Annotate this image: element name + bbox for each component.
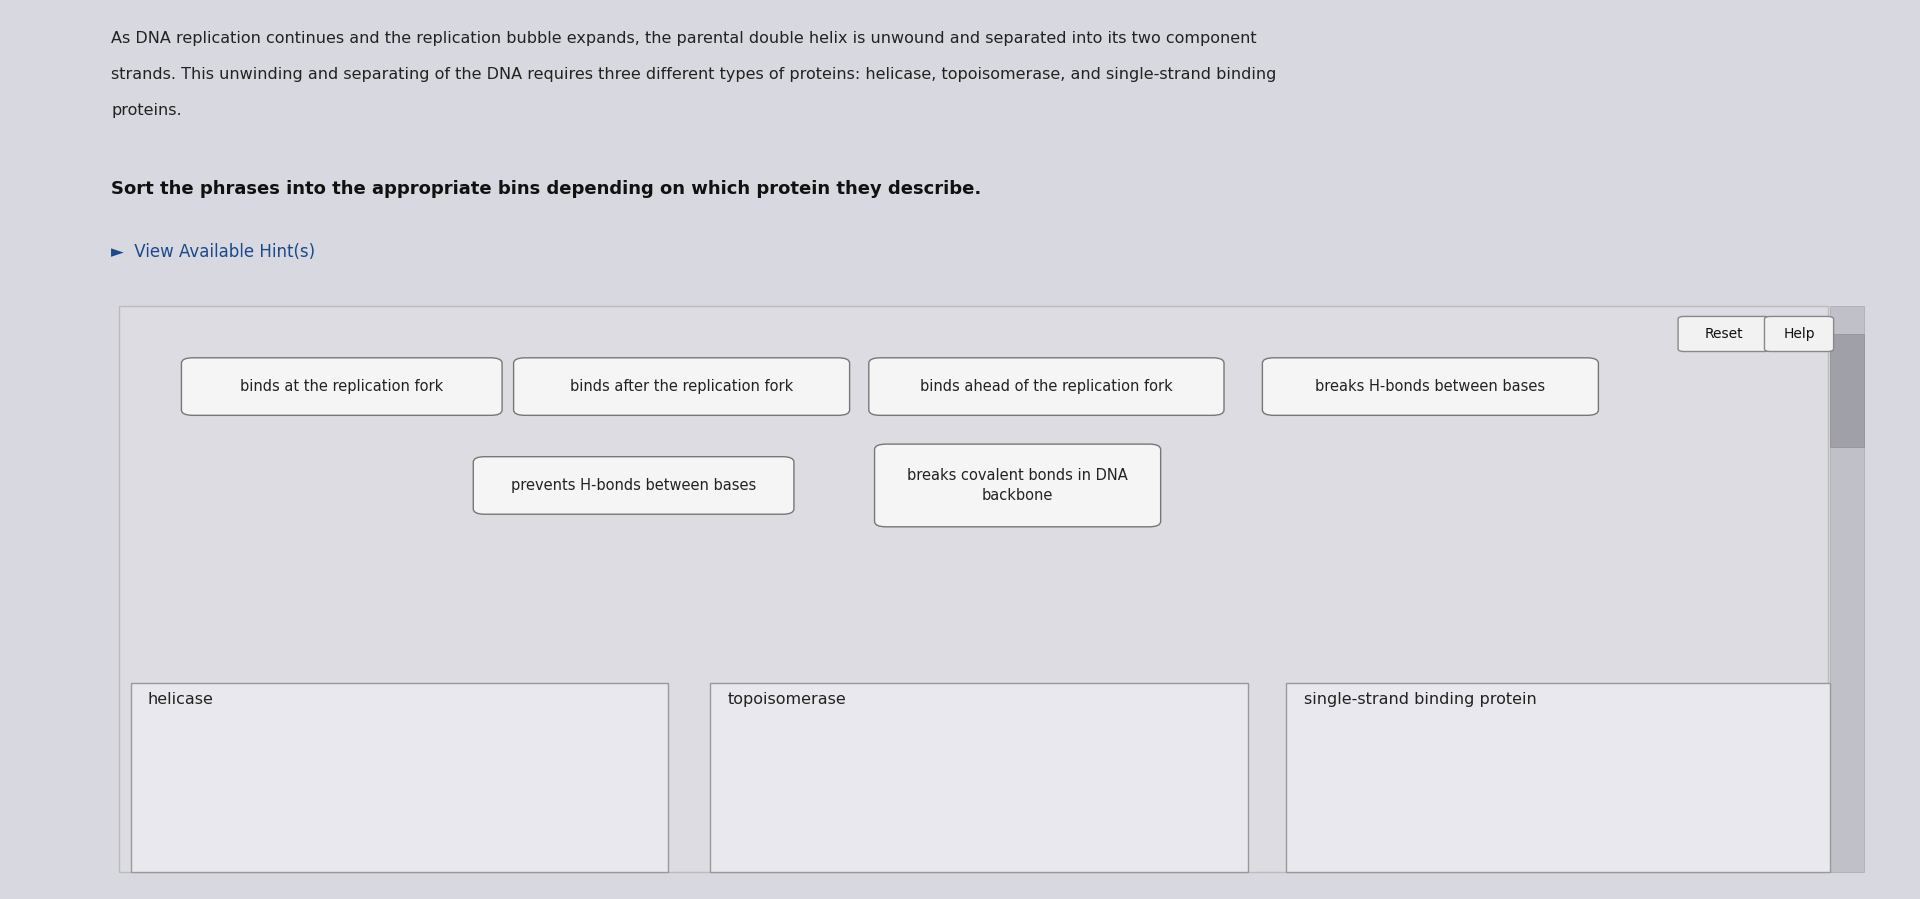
Text: proteins.: proteins.	[111, 103, 182, 119]
Text: ►  View Available Hint(s): ► View Available Hint(s)	[111, 243, 315, 261]
FancyBboxPatch shape	[1286, 683, 1830, 872]
Text: helicase: helicase	[148, 692, 213, 708]
FancyBboxPatch shape	[472, 457, 795, 514]
Text: breaks H-bonds between bases: breaks H-bonds between bases	[1315, 379, 1546, 394]
Text: binds after the replication fork: binds after the replication fork	[570, 379, 793, 394]
FancyBboxPatch shape	[1830, 306, 1864, 872]
Text: strands. This unwinding and separating of the DNA requires three different types: strands. This unwinding and separating o…	[111, 67, 1277, 83]
Text: prevents H-bonds between bases: prevents H-bonds between bases	[511, 478, 756, 493]
Text: Reset: Reset	[1705, 327, 1743, 341]
Text: As DNA replication continues and the replication bubble expands, the parental do: As DNA replication continues and the rep…	[111, 31, 1258, 47]
Text: Sort the phrases into the appropriate bins depending on which protein they descr: Sort the phrases into the appropriate bi…	[111, 180, 981, 198]
FancyBboxPatch shape	[513, 358, 849, 415]
FancyBboxPatch shape	[180, 358, 503, 415]
Text: Help: Help	[1784, 327, 1814, 341]
Text: breaks covalent bonds in DNA
backbone: breaks covalent bonds in DNA backbone	[908, 468, 1127, 503]
Text: topoisomerase: topoisomerase	[728, 692, 847, 708]
FancyBboxPatch shape	[876, 444, 1160, 527]
FancyBboxPatch shape	[710, 683, 1248, 872]
Text: binds ahead of the replication fork: binds ahead of the replication fork	[920, 379, 1173, 394]
FancyBboxPatch shape	[1678, 316, 1770, 352]
FancyBboxPatch shape	[1830, 334, 1864, 447]
FancyBboxPatch shape	[1263, 358, 1597, 415]
FancyBboxPatch shape	[868, 358, 1225, 415]
FancyBboxPatch shape	[131, 683, 668, 872]
FancyBboxPatch shape	[119, 306, 1828, 872]
Text: single-strand binding protein: single-strand binding protein	[1304, 692, 1536, 708]
Text: binds at the replication fork: binds at the replication fork	[240, 379, 444, 394]
FancyBboxPatch shape	[1764, 316, 1834, 352]
